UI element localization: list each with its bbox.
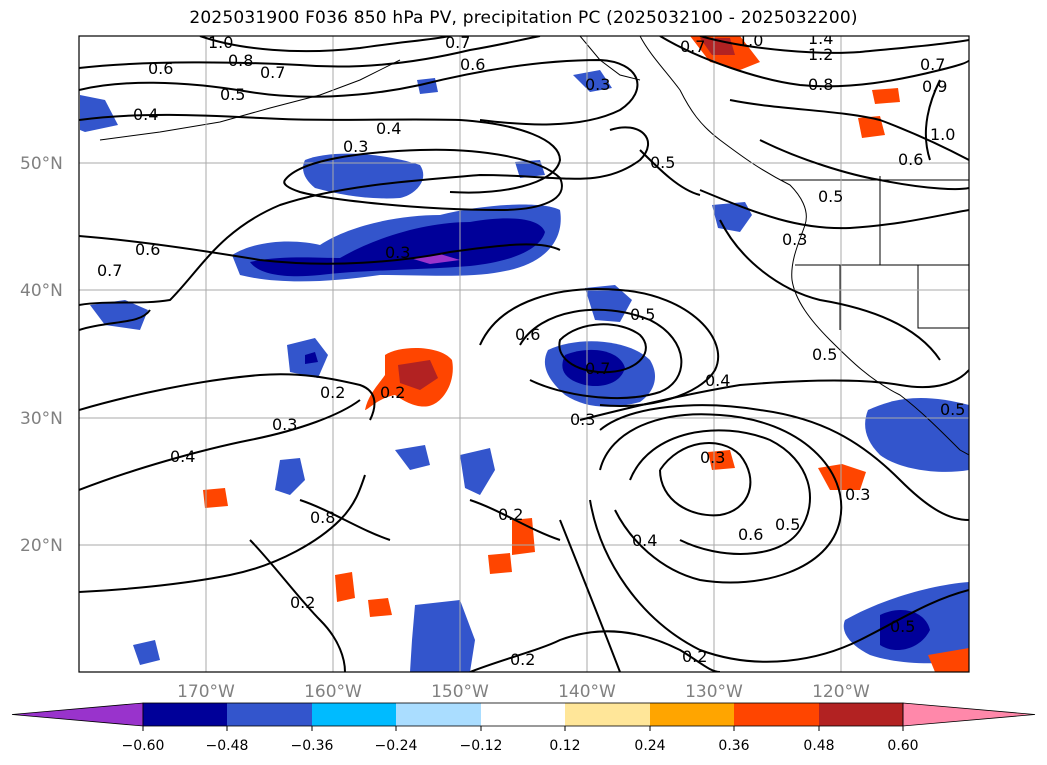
map-frame xyxy=(78,35,970,673)
colorbar-tick: 0.36 xyxy=(718,738,749,754)
contour-label: 0.3 xyxy=(343,137,368,156)
contour-label: 0.9 xyxy=(922,77,947,96)
contour-label: 0.2 xyxy=(380,383,405,402)
contour-label: 0.2 xyxy=(290,593,315,612)
contour-label: 0.7 xyxy=(97,261,122,280)
lon-label: 140°W xyxy=(558,682,616,702)
latitude-labels: 50°N 40°N 30°N 20°N xyxy=(20,154,63,556)
colorbar-tick: 0.24 xyxy=(634,738,665,754)
contour-label: 0.8 xyxy=(808,75,833,94)
colorbar-tick: −0.48 xyxy=(206,738,249,754)
contour-label: 1.0 xyxy=(738,31,763,50)
colorbar-segment xyxy=(396,703,481,726)
contour-label: 0.6 xyxy=(148,59,173,78)
contour-label: 0.5 xyxy=(890,617,915,636)
contour-label: 0.7 xyxy=(680,37,705,56)
lat-label: 40°N xyxy=(20,281,63,301)
colorbar-tick: 0.12 xyxy=(549,738,580,754)
lon-label: 150°W xyxy=(431,682,489,702)
colorbar: −0.60 −0.48 −0.36 −0.24 −0.12 0.12 0.24 … xyxy=(11,702,1036,754)
contour-label: 0.3 xyxy=(570,410,595,429)
lon-label: 130°W xyxy=(685,682,743,702)
colorbar-frame xyxy=(142,702,904,727)
contour-label: 0.2 xyxy=(320,383,345,402)
colorbar-extend-high xyxy=(902,702,1036,727)
colorbar-tick: −0.12 xyxy=(460,738,503,754)
lon-label: 120°W xyxy=(812,682,870,702)
pv-contours xyxy=(79,36,969,672)
contour-label: 0.5 xyxy=(812,345,837,364)
contour-label: 0.5 xyxy=(775,515,800,534)
contour-label: 0.5 xyxy=(220,85,245,104)
lon-label: 170°W xyxy=(177,682,235,702)
colorbar-segment xyxy=(565,703,650,726)
contour-label: 1.2 xyxy=(808,45,833,64)
contour-label: 0.3 xyxy=(272,415,297,434)
contour-label: 0.5 xyxy=(818,187,843,206)
contour-label: 1.4 xyxy=(808,29,833,48)
contour-label: 0.3 xyxy=(782,230,807,249)
contour-label: 0.5 xyxy=(630,305,655,324)
map-plot-area xyxy=(79,36,969,672)
lon-label: 160°W xyxy=(304,682,362,702)
contour-label: 0.6 xyxy=(738,525,763,544)
colorbar-tick: −0.60 xyxy=(122,738,165,754)
contour-label: 0.4 xyxy=(133,105,158,124)
contour-label: 0.7 xyxy=(920,55,945,74)
contour-label: 0.2 xyxy=(510,650,535,669)
colorbar-tick: 0.60 xyxy=(887,738,918,754)
contour-label: 0.5 xyxy=(940,400,965,419)
contour-label: 0.8 xyxy=(228,51,253,70)
colorbar-segment xyxy=(481,703,565,726)
map-title: 2025031900 F036 850 hPa PV, precipitatio… xyxy=(189,8,858,28)
contour-label: 1.0 xyxy=(208,33,233,52)
contour-label: 0.3 xyxy=(585,75,610,94)
contour-label: 0.6 xyxy=(515,325,540,344)
contour-label: 0.8 xyxy=(310,508,335,527)
contour-label: 0.5 xyxy=(650,153,675,172)
colorbar-tick: −0.24 xyxy=(375,738,418,754)
pv-contour-labels: 1.0 0.8 0.7 0.6 0.5 0.4 0.3 0.7 0.6 0.4 … xyxy=(97,29,965,669)
contour-label: 0.4 xyxy=(170,447,195,466)
colorbar-segment xyxy=(143,703,227,726)
lat-label: 30°N xyxy=(20,409,63,429)
contour-label: 0.4 xyxy=(376,119,401,138)
graticule xyxy=(79,36,969,672)
contour-label: 0.3 xyxy=(845,485,870,504)
contour-label: 0.6 xyxy=(460,55,485,74)
colorbar-segment xyxy=(819,703,903,726)
colorbar-tick: −0.36 xyxy=(291,738,334,754)
colorbar-segment xyxy=(650,703,734,726)
contour-label: 0.7 xyxy=(445,33,470,52)
contour-label: 0.4 xyxy=(632,531,657,550)
contour-label: 0.2 xyxy=(498,505,523,524)
contour-label: 0.6 xyxy=(898,150,923,169)
colorbar-tick: 0.48 xyxy=(803,738,834,754)
contour-label: 1.0 xyxy=(930,125,955,144)
longitude-labels: 170°W 160°W 150°W 140°W 130°W 120°W xyxy=(177,682,870,702)
colorbar-extend-low xyxy=(11,702,144,727)
contour-label: 0.3 xyxy=(700,448,725,467)
contour-label: 0.2 xyxy=(682,647,707,666)
lat-label: 50°N xyxy=(20,154,63,174)
colorbar-segment xyxy=(312,703,396,726)
lat-label: 20°N xyxy=(20,536,63,556)
contour-label: 0.3 xyxy=(385,243,410,262)
contour-label: 0.7 xyxy=(585,359,610,378)
contour-label: 0.4 xyxy=(705,371,730,390)
colorbar-segment xyxy=(734,703,819,726)
contour-label: 0.7 xyxy=(260,63,285,82)
colorbar-segment xyxy=(227,703,312,726)
contour-label: 0.6 xyxy=(135,240,160,259)
